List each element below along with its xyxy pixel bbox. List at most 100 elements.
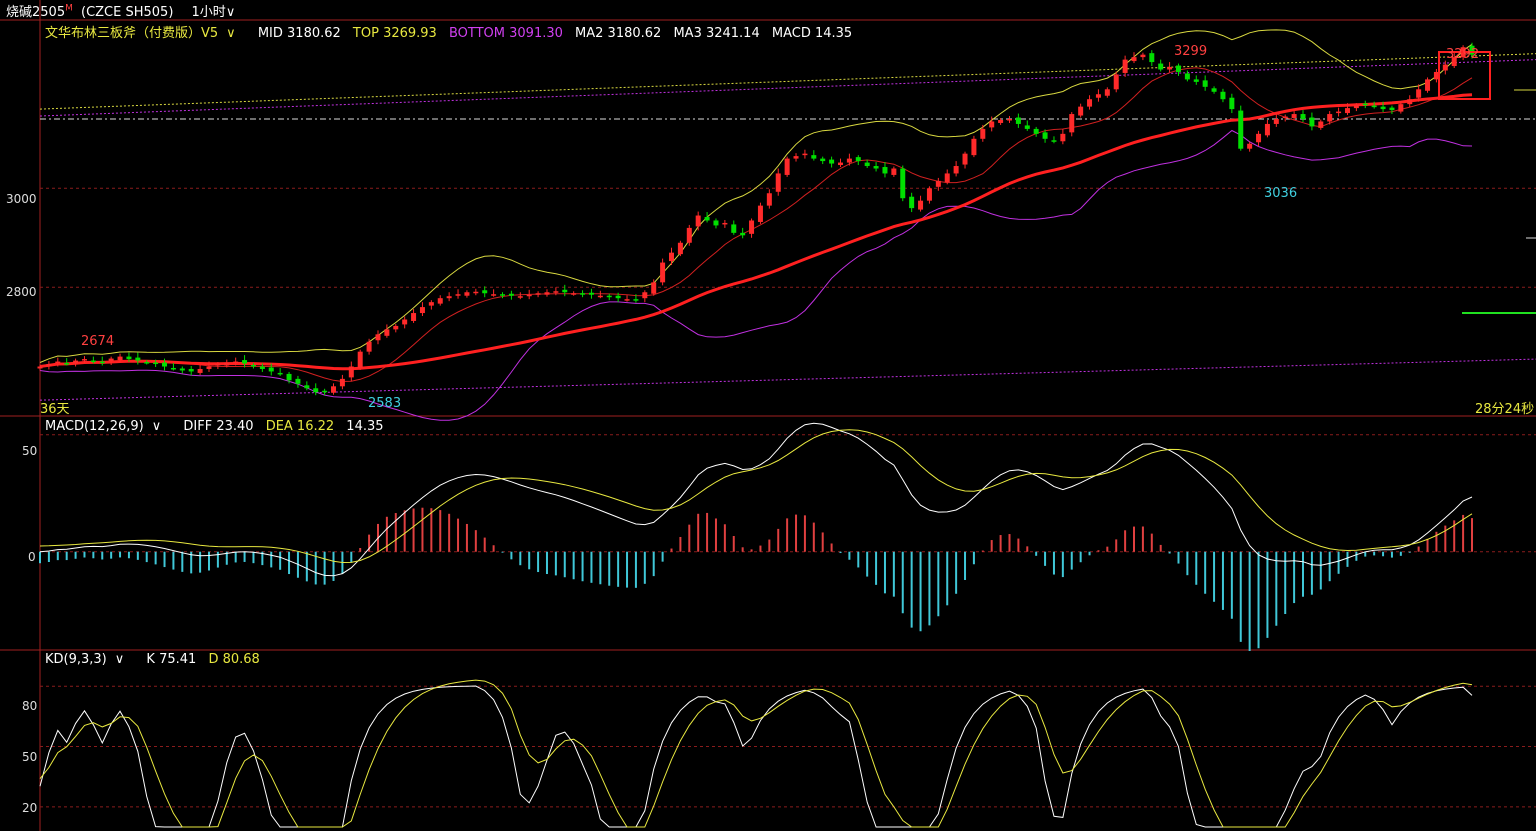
candle-body bbox=[1344, 108, 1350, 114]
indicator-selector[interactable]: 文华布林三板斧（付费版）V5 ∨ bbox=[45, 26, 244, 41]
candle-body bbox=[1158, 63, 1164, 70]
candle-body bbox=[339, 378, 345, 387]
candle-body bbox=[153, 362, 159, 365]
macd-tick-50: 50 bbox=[22, 444, 38, 458]
candle-body bbox=[482, 290, 488, 294]
candle-body bbox=[1149, 53, 1155, 63]
candle-body bbox=[1256, 133, 1262, 143]
candle-body bbox=[1122, 59, 1128, 73]
candle-body bbox=[526, 294, 532, 297]
candle-body bbox=[500, 294, 506, 296]
candle-body bbox=[455, 294, 461, 296]
candle-body bbox=[322, 390, 328, 393]
candle-body bbox=[464, 292, 470, 296]
mid-low-label: 3036 bbox=[1264, 186, 1298, 201]
candle-body bbox=[535, 293, 541, 295]
candle-body bbox=[713, 220, 719, 226]
indicator-name: 文华布林三板斧（付费版）V5 bbox=[45, 26, 219, 41]
candle-body bbox=[1264, 123, 1270, 136]
candle-body bbox=[846, 158, 852, 163]
latest-highlight-box bbox=[1438, 51, 1491, 100]
candle-body bbox=[909, 196, 915, 209]
candle-body bbox=[1211, 88, 1217, 92]
candle-body bbox=[686, 227, 692, 243]
candle-body bbox=[882, 167, 888, 174]
d-value: D 80.68 bbox=[208, 652, 260, 667]
k-line bbox=[39, 685, 1473, 828]
k-value: K 75.41 bbox=[146, 652, 197, 667]
candle-body bbox=[669, 252, 675, 262]
candle-body bbox=[295, 378, 301, 384]
candle-body bbox=[206, 366, 212, 369]
candle-body bbox=[135, 357, 141, 361]
candle-body bbox=[891, 168, 897, 175]
candle-body bbox=[250, 365, 256, 367]
candle-body bbox=[1398, 104, 1404, 112]
period-label: 1小时 bbox=[191, 5, 226, 20]
candle-body bbox=[580, 293, 586, 295]
fast-ma-line bbox=[39, 67, 1473, 383]
main-contract-mark: M bbox=[65, 3, 73, 14]
top-channel-line bbox=[39, 53, 1536, 110]
days-label: 36天 bbox=[40, 402, 70, 417]
candle-body bbox=[864, 162, 870, 167]
bottom-value: BOTTOM 3091.30 bbox=[448, 26, 563, 41]
kd-selector[interactable]: KD(9,3,3) ∨ bbox=[45, 652, 132, 667]
candle-body bbox=[749, 220, 755, 234]
candle-body bbox=[651, 282, 657, 294]
candle-body bbox=[1193, 79, 1199, 82]
candle-body bbox=[384, 329, 390, 336]
candle-body bbox=[1300, 114, 1306, 119]
candle-body bbox=[188, 368, 194, 372]
candle-body bbox=[437, 298, 443, 304]
candle-body bbox=[1362, 103, 1368, 106]
candle-body bbox=[1131, 57, 1137, 62]
candle-body bbox=[1318, 121, 1324, 128]
candle-body bbox=[1140, 54, 1146, 58]
candle-body bbox=[1220, 91, 1226, 100]
symbol-title[interactable]: 烧碱2505M (CZCE SH505) 1小时∨ bbox=[6, 1, 235, 20]
candle-body bbox=[126, 356, 132, 360]
macd-selector[interactable]: MACD(12,26,9) ∨ bbox=[45, 419, 169, 434]
macd-hist-value: 14.35 bbox=[346, 419, 384, 434]
chevron-down-icon: ∨ bbox=[114, 652, 125, 667]
candle-body bbox=[419, 307, 425, 314]
candle-body bbox=[1202, 80, 1208, 87]
candle-body bbox=[820, 158, 826, 162]
candle-body bbox=[562, 289, 568, 293]
candle-body bbox=[642, 292, 648, 299]
candle-body bbox=[695, 215, 701, 227]
candle-body bbox=[144, 362, 150, 364]
candle-body bbox=[1175, 65, 1181, 72]
candle-body bbox=[1336, 111, 1342, 114]
candle-body bbox=[242, 360, 248, 364]
candle-body bbox=[1353, 105, 1359, 109]
candle-body bbox=[46, 364, 52, 367]
candle-body bbox=[544, 292, 550, 295]
candle-body bbox=[1425, 79, 1431, 91]
candle-body bbox=[553, 291, 559, 293]
ma3-value: MA3 3241.14 bbox=[673, 26, 760, 41]
diff-line bbox=[39, 422, 1473, 577]
candle-body bbox=[1078, 106, 1084, 116]
candle-body bbox=[233, 361, 239, 364]
candle-body bbox=[1051, 140, 1057, 142]
bollinger-bottom-line bbox=[39, 129, 1473, 421]
candle-body bbox=[606, 295, 612, 298]
candle-body bbox=[90, 360, 96, 363]
kd-tick-80: 80 bbox=[22, 699, 38, 713]
period-selector[interactable]: 1小时∨ bbox=[192, 5, 236, 20]
candle-body bbox=[64, 363, 70, 365]
candle-body bbox=[1024, 125, 1030, 129]
chevron-down-icon: ∨ bbox=[151, 419, 162, 434]
macd-value: MACD 14.35 bbox=[771, 26, 853, 41]
countdown-label: 28分24秒 bbox=[1475, 402, 1535, 417]
candle-body bbox=[375, 334, 381, 341]
bollinger-top-line bbox=[39, 29, 1473, 363]
candle-body bbox=[162, 362, 168, 367]
dea-value: DEA 16.22 bbox=[265, 419, 335, 434]
candle-body bbox=[402, 319, 408, 325]
candle-body bbox=[766, 193, 772, 206]
